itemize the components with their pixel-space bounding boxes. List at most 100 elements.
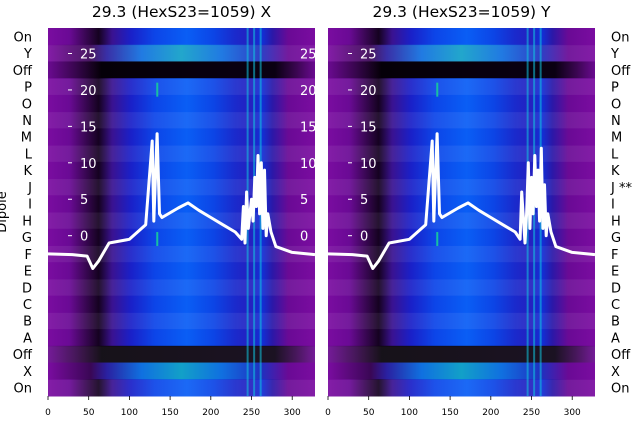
row-label: B	[611, 315, 620, 330]
overlay-tick-label: 20	[80, 84, 97, 99]
row-label: On	[611, 30, 629, 45]
row-label: E	[611, 265, 619, 280]
row-label: H	[22, 214, 32, 229]
row-label: A	[611, 331, 620, 346]
row-label: Y	[610, 47, 619, 62]
row-label: Y	[23, 47, 32, 62]
chart-title: 29.3 (HexS23=1059) X	[92, 3, 272, 21]
overlay-tick-label: 10	[360, 157, 377, 172]
heatmap-row	[328, 362, 595, 380]
heatmap-row	[328, 379, 595, 397]
heatmap-row	[48, 329, 315, 347]
heatmap-row	[48, 362, 315, 380]
x-tick-label: 300	[564, 408, 581, 418]
row-label: P	[611, 81, 619, 96]
heatmap-stripe	[436, 232, 439, 247]
x-tick-label: 300	[284, 408, 301, 418]
overlay-tick-label: 15	[80, 120, 97, 135]
row-label: G	[22, 231, 32, 246]
row-label: M	[21, 131, 32, 146]
heatmap-row	[48, 262, 315, 280]
x-tick-label: 100	[401, 408, 418, 418]
heatmap-row	[328, 295, 595, 313]
heatmap-row	[328, 61, 595, 79]
row-label: I	[28, 198, 32, 213]
x-tick-label: 200	[202, 408, 219, 418]
row-label: K	[611, 164, 620, 179]
row-label: C	[611, 298, 620, 313]
row-label: X	[611, 365, 620, 380]
y-axis-label: Dipole	[0, 191, 10, 232]
panel-x: 29.3 (HexS23=1059) X On Y Off PONMLKJIHGFEDC…	[0, 3, 317, 418]
x-tick-label: 250	[243, 408, 260, 418]
heatmap-stripe	[156, 232, 159, 247]
x-tick-label: 150	[442, 408, 459, 418]
overlay-tick-label: 15	[300, 120, 317, 135]
heatmap-row	[328, 212, 595, 230]
x-tick-label: 200	[482, 408, 499, 418]
row-label: Off	[13, 64, 33, 79]
heatmap-stripe	[156, 82, 159, 97]
heatmap-row	[48, 312, 315, 330]
x-tick-label: 150	[162, 408, 179, 418]
overlay-tick-label: 25	[360, 48, 377, 63]
row-label: J	[27, 181, 32, 196]
heatmap-row	[328, 278, 595, 297]
x-tick-label: 0	[45, 408, 51, 418]
chart-title: 29.3 (HexS23=1059) Y	[372, 3, 551, 21]
row-label: L	[25, 147, 33, 162]
overlay-tick-label: 20	[360, 84, 377, 99]
series-line	[327, 132, 596, 270]
row-label: M	[611, 131, 622, 146]
overlay-tick-label: 0	[300, 230, 308, 245]
overlay-tick-label: 25	[80, 48, 97, 63]
heatmap-row	[328, 312, 595, 330]
row-label: B	[23, 315, 32, 330]
x-tick-label: 50	[83, 408, 95, 418]
overlay-tick-label: 25	[300, 48, 317, 63]
overlay-tick-label: 5	[300, 193, 308, 208]
overlay-tick-label: 5	[360, 193, 368, 208]
row-label: O	[611, 97, 621, 112]
heatmap-row	[328, 262, 595, 280]
row-label: Off	[13, 348, 33, 363]
row-label: K	[23, 164, 32, 179]
heatmap-stripe	[436, 82, 439, 97]
row-label: F	[25, 248, 32, 263]
row-label: F	[611, 248, 618, 263]
overlay-tick-label: 0	[80, 230, 88, 245]
heatmap-row	[328, 28, 595, 46]
heatmap-row	[48, 212, 315, 230]
heatmap-row	[48, 61, 315, 79]
row-label: I	[611, 198, 615, 213]
row-label: X	[23, 365, 32, 380]
x-tick-label: 0	[325, 408, 331, 418]
x-tick-label: 50	[363, 408, 375, 418]
series-line	[47, 132, 316, 270]
heatmap-row	[48, 345, 315, 364]
row-label: H	[611, 214, 621, 229]
row-label: On	[14, 30, 32, 45]
row-label: D	[22, 281, 32, 296]
row-label: J **	[610, 181, 632, 196]
overlay-tick-label: 0	[360, 230, 368, 245]
row-label: N	[22, 114, 32, 129]
row-label: A	[23, 331, 32, 346]
overlay-tick-label: 20	[300, 84, 317, 99]
overlay-tick-label: 10	[80, 157, 97, 172]
heatmap-row	[328, 329, 595, 347]
row-label: On	[611, 382, 629, 397]
row-label: Off	[611, 64, 631, 79]
overlay-tick-label: 15	[360, 120, 377, 135]
row-label: O	[22, 97, 32, 112]
heatmap-row	[48, 295, 315, 313]
row-label: Off	[611, 348, 631, 363]
row-label: G	[611, 231, 621, 246]
x-tick-label: 250	[523, 408, 540, 418]
row-label: D	[611, 281, 621, 296]
heatmap-row	[48, 278, 315, 297]
overlay-tick-label: 10	[300, 157, 317, 172]
row-label: C	[23, 298, 32, 313]
